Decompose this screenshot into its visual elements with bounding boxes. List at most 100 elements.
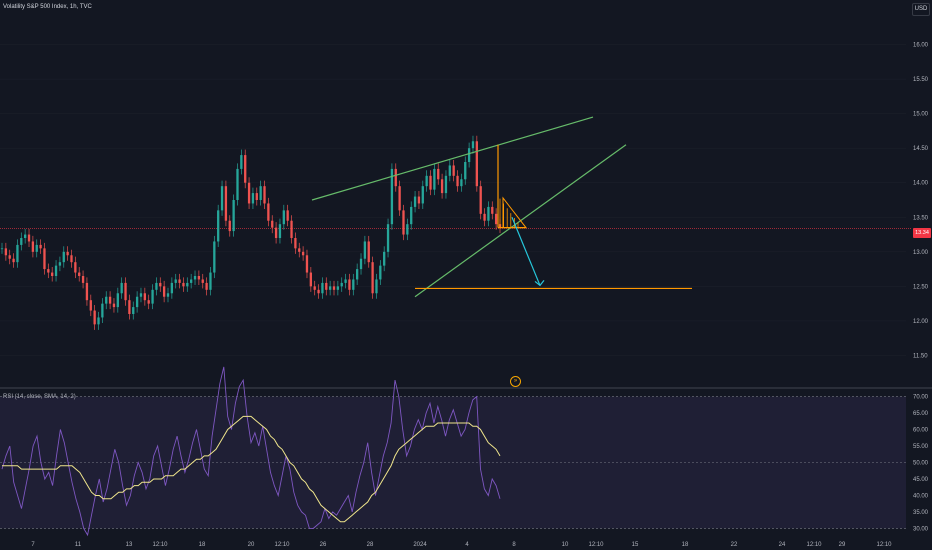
candle — [417, 196, 421, 204]
candle — [286, 210, 289, 221]
candle — [467, 148, 471, 162]
candle — [232, 200, 235, 232]
candle — [105, 296, 108, 304]
candle — [116, 293, 119, 308]
candle — [8, 255, 11, 259]
candle — [147, 300, 150, 304]
candle — [244, 155, 247, 183]
candle — [201, 279, 204, 283]
candle — [494, 213, 498, 225]
candle — [363, 241, 367, 259]
candle — [251, 193, 255, 204]
candle — [487, 206, 490, 221]
price-axis-label: 16.00 — [913, 43, 929, 49]
candle — [240, 155, 243, 169]
time-axis-label: 29 — [839, 542, 846, 548]
candle — [108, 296, 112, 304]
candle — [97, 317, 100, 325]
candle — [356, 269, 359, 280]
candle — [151, 289, 154, 304]
candle — [440, 179, 444, 194]
candle — [93, 310, 96, 325]
candle — [51, 272, 54, 276]
price-axis-label: 11.50 — [913, 353, 928, 359]
projection-arrow — [511, 217, 541, 286]
candle — [182, 282, 185, 287]
candle — [228, 220, 231, 232]
candle — [205, 282, 208, 290]
candle — [197, 276, 201, 280]
candle — [255, 193, 258, 200]
rsi-axis-label: 55.00 — [913, 444, 929, 450]
rsi-axis-label: 30.00 — [913, 526, 929, 532]
candle — [39, 244, 42, 249]
candle — [4, 248, 8, 256]
time-axis-label: 2024 — [413, 542, 427, 548]
candle — [220, 186, 224, 211]
candle — [78, 272, 81, 276]
candle — [85, 282, 89, 301]
candle — [394, 168, 397, 187]
candle — [282, 210, 285, 225]
candle — [383, 251, 386, 266]
candle — [479, 186, 482, 214]
candle — [247, 182, 251, 204]
candle — [31, 241, 35, 252]
candle — [425, 175, 428, 187]
candle — [62, 251, 65, 263]
candle — [139, 293, 143, 297]
candle — [58, 262, 62, 266]
candle — [35, 244, 38, 252]
candle — [263, 186, 266, 204]
rsi-axis-label: 35.00 — [913, 510, 929, 516]
fast-forward-icon[interactable]: » — [510, 376, 521, 387]
currency-badge[interactable]: USD — [912, 3, 930, 16]
candle — [186, 282, 189, 287]
candle — [309, 272, 312, 287]
candle — [390, 168, 394, 225]
candle — [236, 168, 239, 200]
time-axis-label: 10 — [562, 542, 569, 548]
candle — [444, 175, 448, 194]
candle — [135, 296, 139, 308]
candle — [128, 300, 131, 314]
candle — [12, 258, 15, 263]
candle — [143, 293, 146, 301]
rsi-axis-label: 40.00 — [913, 493, 929, 499]
candle — [66, 251, 69, 256]
candle — [317, 289, 320, 294]
candle — [413, 196, 417, 207]
candle — [421, 186, 424, 204]
candle — [313, 286, 316, 290]
candle — [471, 141, 475, 149]
price-axis-label: 12.50 — [913, 284, 929, 290]
candle — [213, 241, 216, 273]
candle — [344, 279, 347, 283]
candle — [375, 279, 378, 294]
candle — [325, 282, 328, 290]
time-axis-label: 20 — [248, 542, 255, 548]
candle — [294, 238, 297, 249]
rsi-ma-line — [2, 415, 501, 523]
candle — [491, 206, 494, 214]
price-axis-label: 14.00 — [913, 181, 929, 187]
candle — [159, 282, 162, 287]
candle — [43, 248, 46, 270]
price-axis-label: 15.50 — [913, 77, 929, 83]
candle — [386, 224, 390, 252]
time-axis-label: 12:10 — [274, 542, 290, 548]
candle — [81, 276, 85, 283]
candle — [278, 224, 282, 238]
candle — [74, 262, 77, 273]
candle — [336, 286, 340, 290]
rsi-line — [1, 366, 501, 537]
candle — [193, 276, 197, 280]
candle — [274, 227, 278, 238]
candle — [348, 279, 351, 290]
candle — [301, 251, 305, 256]
candle — [217, 210, 220, 242]
candle — [54, 265, 58, 276]
candle — [321, 282, 324, 294]
candle — [101, 303, 104, 318]
